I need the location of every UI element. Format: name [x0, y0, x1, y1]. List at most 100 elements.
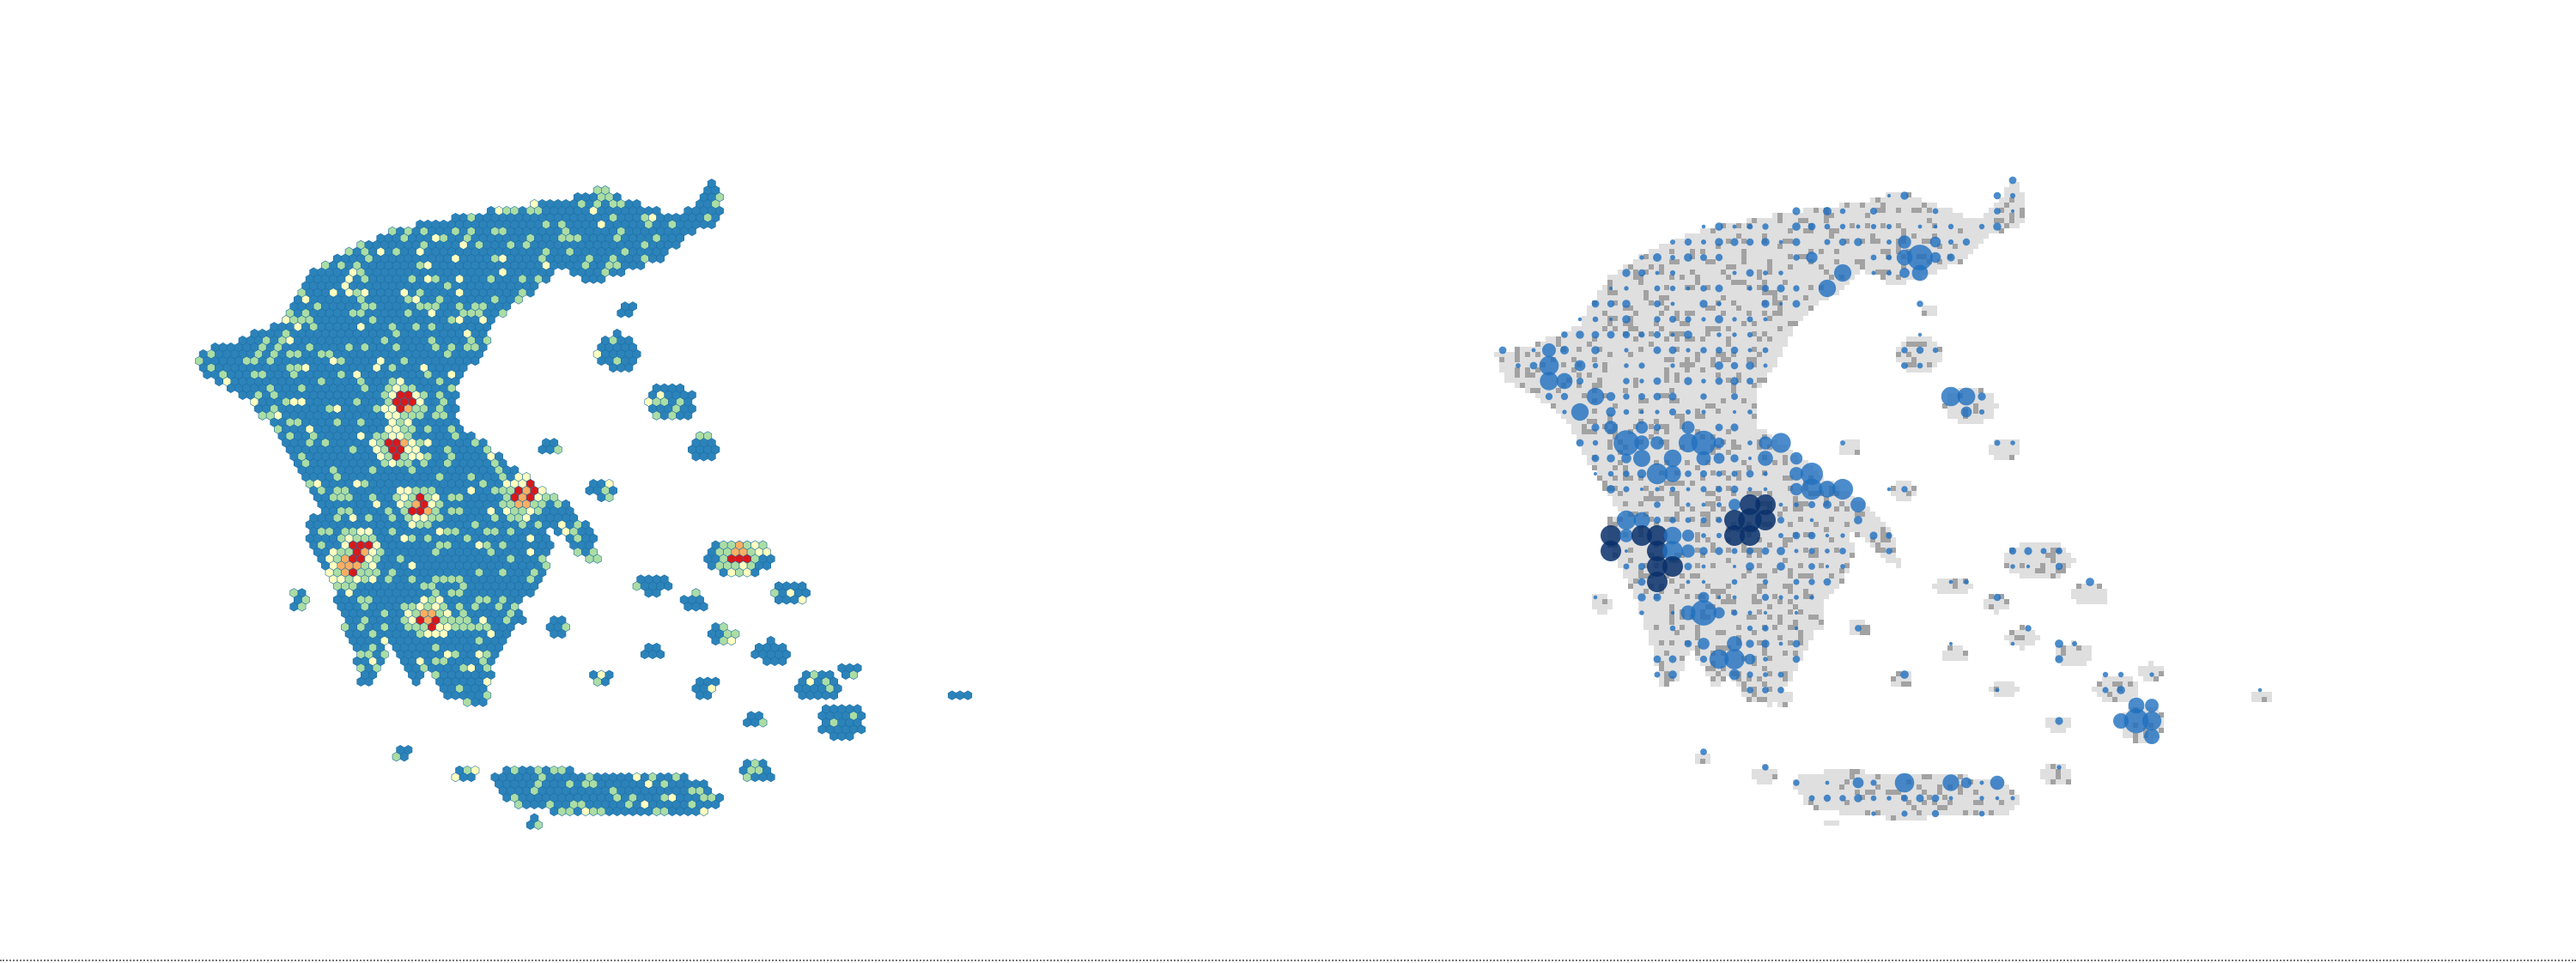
relief-cell	[1772, 244, 1777, 249]
relief-cell	[1618, 336, 1623, 342]
relief-cell	[1767, 336, 1772, 342]
relief-cell	[1685, 295, 1690, 300]
relief-cell	[1654, 403, 1659, 409]
relief-cell	[1731, 275, 1736, 280]
relief-cell	[1700, 280, 1705, 285]
relief-cell	[1700, 383, 1705, 388]
relief-cell	[1705, 367, 1710, 372]
relief-cell	[1814, 290, 1819, 295]
relief-cell	[1726, 233, 1731, 239]
relief-cell	[1705, 228, 1710, 233]
relief-cell	[1705, 316, 1710, 321]
relief-cell	[1772, 213, 1777, 218]
relief-cell	[1757, 300, 1762, 306]
relief-cell	[1757, 352, 1762, 357]
relief-cell	[1860, 259, 1865, 264]
relief-cell	[1880, 228, 1886, 233]
relief-cell	[1607, 295, 1613, 300]
hex-cell	[817, 724, 827, 735]
relief-cell	[1757, 233, 1762, 239]
relief-cell	[1839, 228, 1844, 233]
relief-cell	[1726, 424, 1731, 429]
relief-cell	[1638, 259, 1643, 264]
relief-cell	[1577, 342, 1582, 347]
relief-cell	[1721, 311, 1726, 316]
relief-cell	[1695, 378, 1700, 383]
relief-cell	[1633, 352, 1638, 357]
relief-cell	[1989, 409, 1994, 414]
relief-cell	[1680, 403, 1685, 409]
relief-cell	[1886, 249, 1891, 254]
relief-cell	[1953, 213, 1958, 218]
relief-cell	[1752, 280, 1757, 285]
relief-cell	[2014, 439, 2020, 445]
relief-cell	[1958, 249, 1963, 254]
relief-cell	[1819, 213, 1824, 218]
relief-cell	[1597, 290, 1602, 295]
relief-cell	[1695, 295, 1700, 300]
relief-cell	[1927, 362, 1932, 367]
relief-cell	[1736, 223, 1741, 228]
relief-cell	[1772, 264, 1777, 270]
relief-cell	[1968, 244, 1973, 249]
relief-cell	[1808, 290, 1814, 295]
relief-cell	[1571, 424, 1577, 429]
relief-cell	[1726, 362, 1731, 367]
hex-cell	[956, 690, 964, 700]
relief-cell	[1757, 275, 1762, 280]
relief-cell	[1927, 228, 1932, 233]
relief-cell	[1829, 275, 1834, 280]
relief-cell	[1695, 306, 1700, 311]
relief-cell	[1705, 393, 1710, 398]
relief-cell	[1911, 197, 1917, 203]
relief-cell	[1767, 270, 1772, 275]
relief-cell	[1911, 203, 1917, 208]
relief-cell	[1643, 372, 1649, 378]
relief-cell	[1731, 383, 1736, 388]
relief-cell	[1649, 326, 1654, 331]
relief-cell	[1927, 218, 1932, 223]
relief-cell	[1602, 331, 1607, 336]
relief-cell	[1736, 254, 1741, 259]
hex-cell	[629, 260, 637, 270]
relief-cell	[1607, 439, 1613, 445]
relief-cell	[1587, 403, 1592, 409]
relief-cell	[1932, 264, 1937, 270]
relief-cell	[1623, 342, 1628, 347]
relief-cell	[1618, 393, 1623, 398]
relief-cell	[1736, 311, 1741, 316]
relief-cell	[1700, 311, 1705, 316]
relief-cell	[1870, 264, 1875, 270]
relief-cell	[1747, 336, 1752, 342]
relief-cell	[1561, 357, 1566, 362]
relief-cell	[1649, 388, 1654, 393]
relief-cell	[1839, 213, 1844, 218]
relief-cell	[1623, 357, 1628, 362]
relief-cell	[1829, 254, 1834, 259]
relief-cell	[1633, 331, 1638, 336]
relief-cell	[1654, 249, 1659, 254]
relief-cell	[1829, 270, 1834, 275]
relief-cell	[1896, 213, 1901, 218]
relief-cell	[1577, 424, 1582, 429]
relief-cell	[1829, 223, 1834, 228]
relief-cell	[1973, 218, 1978, 223]
relief-cell	[2020, 192, 2025, 197]
relief-cell	[1618, 383, 1623, 388]
relief-cell	[1690, 342, 1695, 347]
relief-cell	[1695, 372, 1700, 378]
relief-cell	[1664, 280, 1669, 285]
relief-cell	[1649, 357, 1654, 362]
hex-cell	[605, 806, 614, 816]
hex-cell	[798, 690, 807, 700]
relief-cell	[1757, 259, 1762, 264]
relief-cell	[1664, 300, 1669, 306]
relief-cell	[1613, 311, 1618, 316]
relief-cell	[1649, 434, 1654, 439]
relief-cell	[1850, 249, 1855, 254]
relief-cell	[1865, 259, 1870, 264]
hex-cell	[687, 226, 696, 237]
relief-cell	[1762, 429, 1767, 434]
relief-cell	[1762, 249, 1767, 254]
relief-cell	[1710, 414, 1716, 419]
